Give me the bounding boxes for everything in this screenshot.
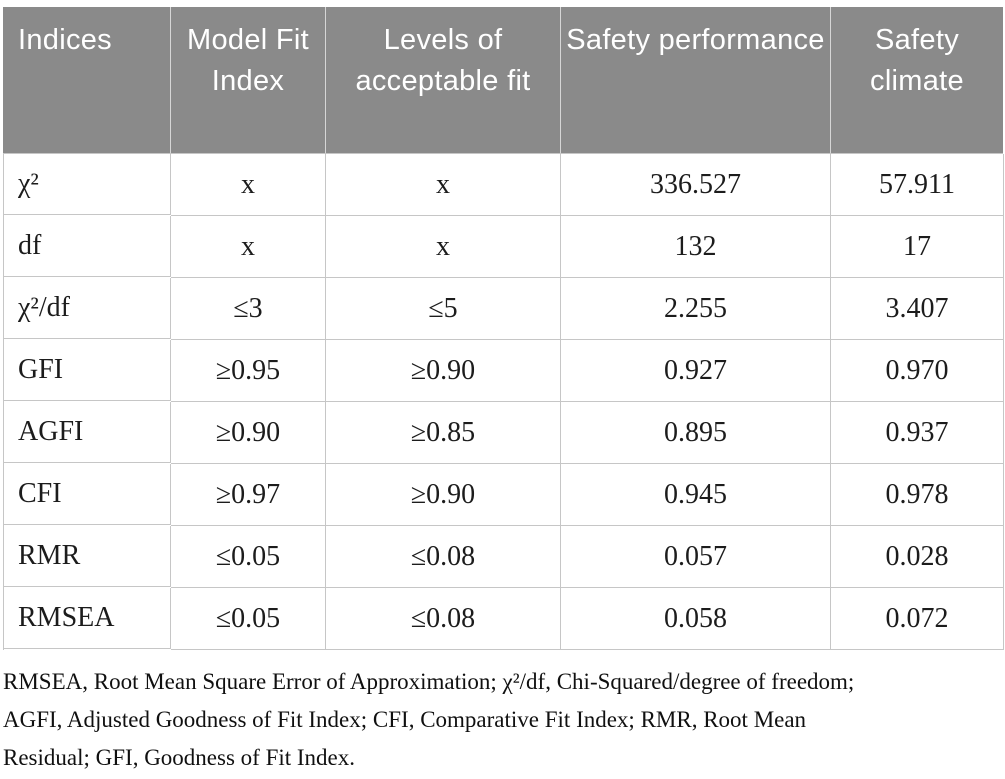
- header-safety-climate: Safety climate: [830, 7, 1003, 153]
- row-label: RMSEA: [4, 588, 171, 649]
- footnote-line: Residual; GFI, Goodness of Fit Index.: [3, 745, 356, 770]
- table-cell: 2.255: [561, 278, 831, 340]
- model-fit-table-figure: Indices Model Fit Index Levels of accept…: [3, 7, 1004, 777]
- row-label: GFI: [4, 340, 171, 401]
- table-cell: 336.527: [561, 154, 831, 216]
- table-cell: 0.895: [561, 402, 831, 464]
- table-row-df: df x x 132 17: [3, 216, 1004, 278]
- table-row-rmsea: RMSEA ≤0.05 ≤0.08 0.058 0.072: [3, 588, 1004, 650]
- table-cell: ≤0.08: [326, 526, 561, 588]
- table-row-chi2: χ² x x 336.527 57.911: [3, 154, 1004, 216]
- table-cell: 17: [831, 216, 1004, 278]
- table-cell: 132: [561, 216, 831, 278]
- table-cell: x: [171, 154, 326, 216]
- table-header-row: Indices Model Fit Index Levels of accept…: [3, 7, 1003, 153]
- row-label: χ²/df: [4, 278, 171, 339]
- table-cell: ≤3: [171, 278, 326, 340]
- table-cell: ≥0.90: [171, 402, 326, 464]
- row-label: RMR: [4, 526, 171, 587]
- table-cell: ≥0.90: [326, 464, 561, 526]
- table-cell: x: [326, 154, 561, 216]
- fit-indices-table: Indices Model Fit Index Levels of accept…: [3, 7, 1004, 650]
- table-cell: 0.028: [831, 526, 1004, 588]
- table-row-cfi: CFI ≥0.97 ≥0.90 0.945 0.978: [3, 464, 1004, 526]
- table-cell: ≥0.85: [326, 402, 561, 464]
- row-label: AGFI: [4, 402, 171, 463]
- footnote-line: AGFI, Adjusted Goodness of Fit Index; CF…: [3, 707, 807, 732]
- table-cell: ≤0.05: [171, 588, 326, 650]
- table-cell: ≥0.95: [171, 340, 326, 402]
- table-cell: ≤0.08: [326, 588, 561, 650]
- header-model-fit-index: Model Fit Index: [170, 7, 325, 153]
- table-cell: 0.058: [561, 588, 831, 650]
- table-cell: ≥0.97: [171, 464, 326, 526]
- table-cell: x: [326, 216, 561, 278]
- table-row-gfi: GFI ≥0.95 ≥0.90 0.927 0.970: [3, 340, 1004, 402]
- table-row-rmr: RMR ≤0.05 ≤0.08 0.057 0.028: [3, 526, 1004, 588]
- table-cell: 0.057: [561, 526, 831, 588]
- table-cell: ≤0.05: [171, 526, 326, 588]
- row-label: df: [4, 216, 171, 277]
- table-row-chi2-df: χ²/df ≤3 ≤5 2.255 3.407: [3, 278, 1004, 340]
- row-label: CFI: [4, 464, 171, 525]
- table-cell: ≥0.90: [326, 340, 561, 402]
- table-cell: 0.970: [831, 340, 1004, 402]
- table-cell: 0.072: [831, 588, 1004, 650]
- table-row-agfi: AGFI ≥0.90 ≥0.85 0.895 0.937: [3, 402, 1004, 464]
- table-cell: 57.911: [831, 154, 1004, 216]
- table-cell: 0.927: [561, 340, 831, 402]
- row-label: χ²: [4, 154, 171, 215]
- header-indices: Indices: [18, 24, 112, 56]
- footnote-line: RMSEA, Root Mean Square Error of Approxi…: [3, 669, 855, 694]
- table-cell: ≤5: [326, 278, 561, 340]
- table-body: χ² x x 336.527 57.911 df x x 132 17 χ²/d…: [3, 153, 1004, 650]
- table-cell: 0.937: [831, 402, 1004, 464]
- table-cell: 0.978: [831, 464, 1004, 526]
- table-footnote: RMSEA, Root Mean Square Error of Approxi…: [3, 663, 1003, 777]
- table-cell: 3.407: [831, 278, 1004, 340]
- header-safety-performance: Safety performance: [560, 7, 830, 153]
- header-levels-acceptable-fit: Levels of acceptable fit: [325, 7, 560, 153]
- table-cell: 0.945: [561, 464, 831, 526]
- table-cell: x: [171, 216, 326, 278]
